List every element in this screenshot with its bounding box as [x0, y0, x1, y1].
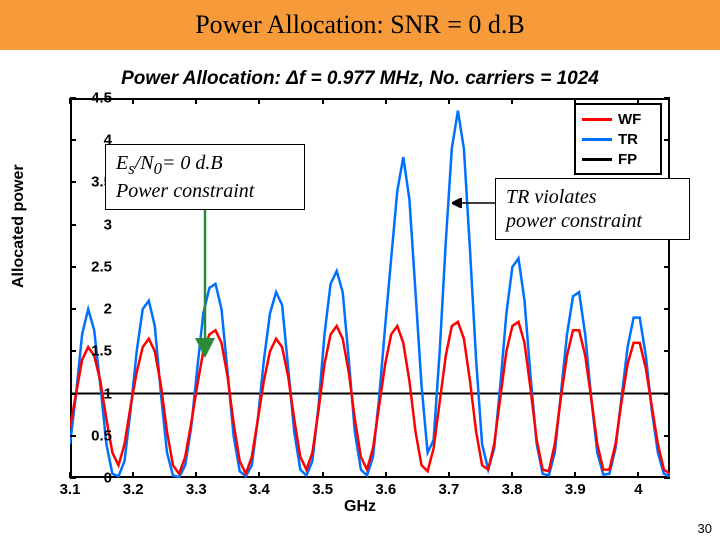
xtick-label: 3.5	[312, 481, 333, 498]
ytick-label: 4.5	[91, 90, 112, 107]
legend-label: TR	[618, 131, 638, 148]
xtick-label: 3.3	[186, 481, 207, 498]
ytick-label: 3	[104, 216, 112, 233]
legend-item-fp: FP	[582, 149, 654, 169]
legend-swatch	[582, 118, 612, 121]
legend-swatch	[582, 158, 612, 161]
xtick-label: 3.7	[439, 481, 460, 498]
legend-label: WF	[618, 111, 641, 128]
legend-swatch	[582, 138, 612, 141]
xtick-label: 3.8	[502, 481, 523, 498]
violation-arrow	[452, 198, 498, 208]
page-number: 30	[698, 521, 712, 536]
ytick-label: 0	[104, 470, 112, 487]
y-axis-label: Allocated power	[10, 164, 28, 288]
annot-line2: power constraint	[506, 209, 679, 233]
annot-line1: TR violates	[506, 185, 679, 209]
xtick-label: 3.2	[123, 481, 144, 498]
annot-line1: Es/N0= 0 d.B	[116, 151, 294, 179]
ytick-label: 2	[104, 301, 112, 318]
ytick-label: 1	[104, 385, 112, 402]
annot-line2: Power constraint	[116, 179, 294, 203]
ytick-label: 0.5	[91, 427, 112, 444]
constraint-annotation: Es/N0= 0 d.B Power constraint	[105, 144, 305, 210]
legend-item-wf: WF	[582, 109, 654, 129]
ytick-label: 1.5	[91, 343, 112, 360]
ytick-label: 2.5	[91, 258, 112, 275]
chart-title: Power Allocation: Δf = 0.977 MHz, No. ca…	[0, 68, 720, 90]
xtick-label: 3.1	[60, 481, 81, 498]
page-title: Power Allocation: SNR = 0 d.B	[195, 10, 525, 40]
title-bar: Power Allocation: SNR = 0 d.B	[0, 0, 720, 50]
legend-item-tr: TR	[582, 129, 654, 149]
legend: WF TR FP	[574, 103, 662, 175]
xtick-label: 3.9	[565, 481, 586, 498]
chart-container: Power Allocation: Δf = 0.977 MHz, No. ca…	[0, 58, 720, 518]
xtick-label: 3.4	[249, 481, 270, 498]
xtick-label: 4	[634, 481, 642, 498]
legend-label: FP	[618, 151, 637, 168]
xtick-label: 3.6	[375, 481, 396, 498]
x-axis-label: GHz	[0, 498, 720, 516]
violation-annotation: TR violates power constraint	[495, 178, 690, 240]
constraint-arrow	[195, 203, 215, 358]
